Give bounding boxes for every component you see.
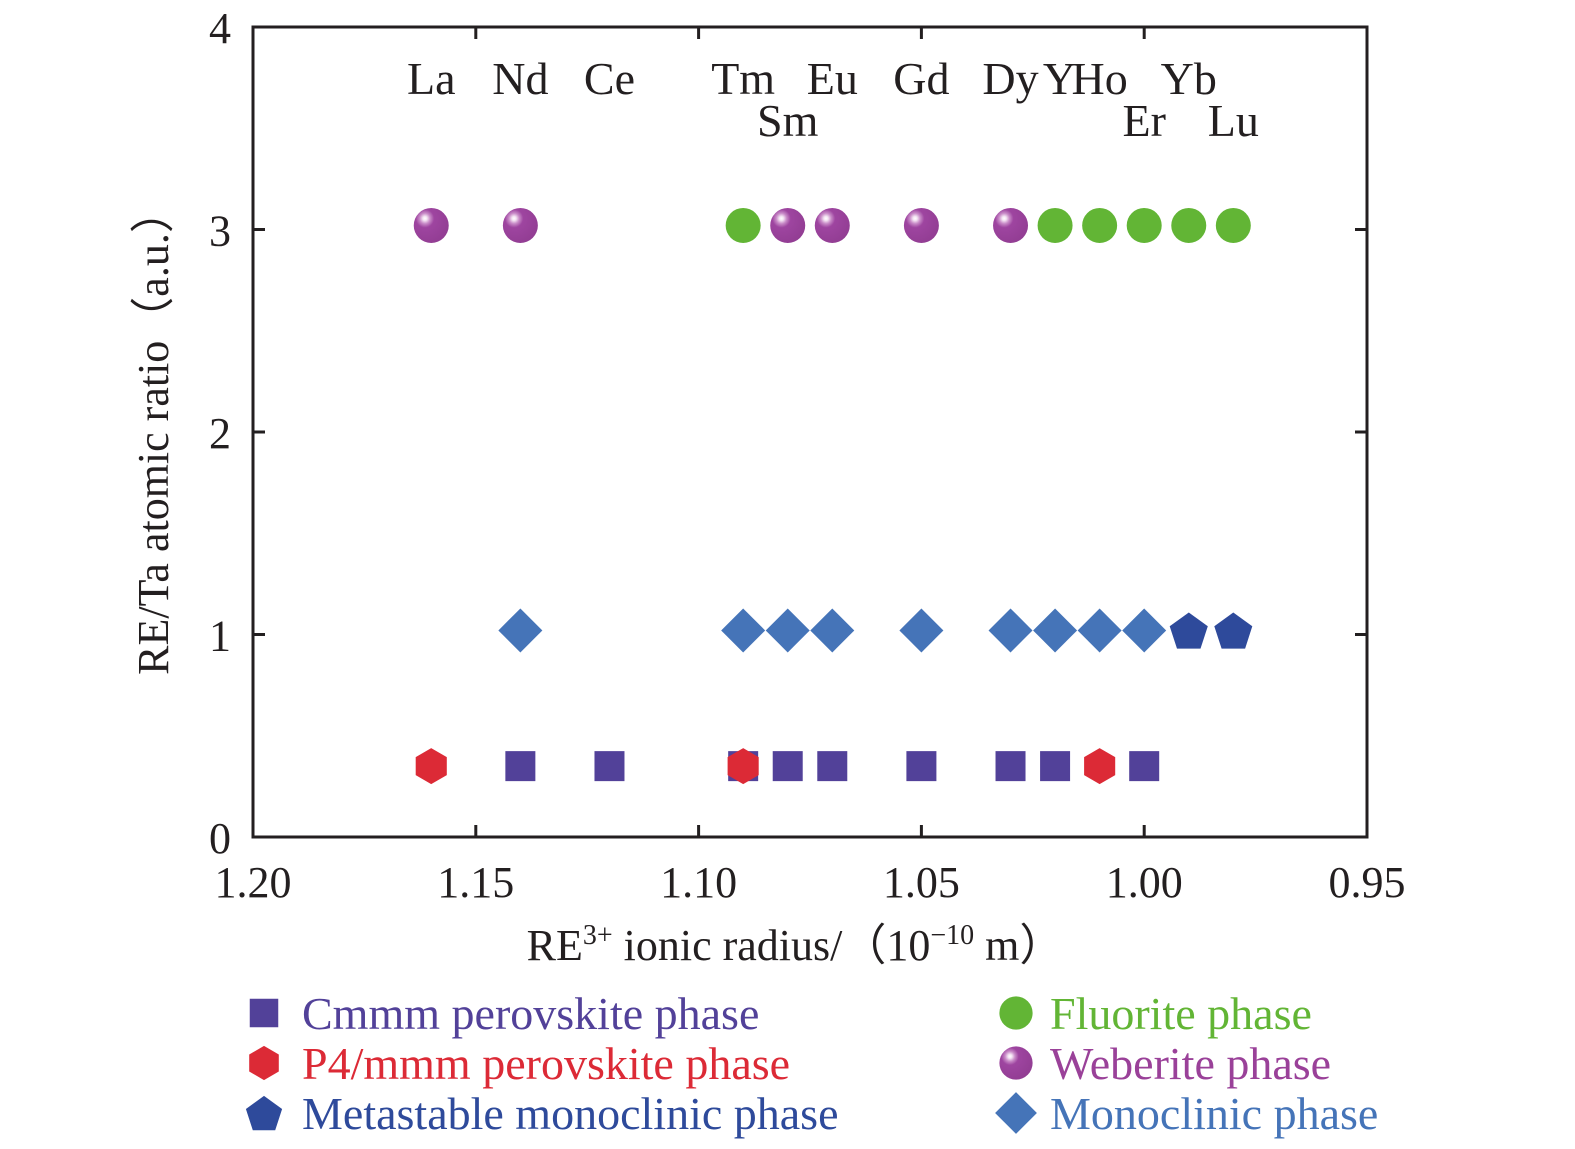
pentagon-marker — [1214, 612, 1253, 649]
hexagon-marker — [727, 748, 759, 785]
x-axis-title-superscript: 3+ — [583, 920, 613, 951]
diamond-marker — [988, 608, 1033, 653]
sphere-marker — [502, 207, 538, 243]
element-label: Eu — [807, 53, 858, 104]
circle-marker — [1037, 207, 1073, 243]
x-axis-title-suffix: m） — [974, 921, 1063, 970]
legend-item: Monoclinic phase — [995, 1088, 1378, 1139]
y-tick-label: 3 — [209, 207, 231, 256]
series-square — [505, 751, 1160, 782]
legend-label: Fluorite phase — [1050, 988, 1312, 1039]
x-axis-title: RE3+ ionic radius/（10−10 m） — [527, 920, 1064, 970]
element-label: Tm — [711, 53, 775, 104]
x-axis-ticks: 1.20 1.15 1.10 1.05 1.00 0.95 — [215, 27, 1406, 907]
legend-item: Weberite phase — [999, 1038, 1331, 1089]
element-label: Er — [1122, 95, 1165, 146]
plot-border — [251, 25, 1369, 839]
diamond-marker — [810, 608, 855, 653]
y-tick-label: 4 — [209, 4, 231, 53]
diamond-marker — [1077, 608, 1122, 653]
legend-label: Weberite phase — [1050, 1038, 1331, 1089]
element-label: Gd — [893, 53, 949, 104]
sphere-marker — [903, 207, 939, 243]
diamond-marker — [721, 608, 766, 653]
y-tick-label: 1 — [209, 612, 231, 661]
x-tick-label: 1.10 — [660, 858, 737, 907]
legend-item: Fluorite phase — [999, 988, 1312, 1039]
diamond-marker — [899, 608, 944, 653]
legend-diamond-icon — [995, 1092, 1037, 1134]
legend-item: P4/mmm perovskite phase — [249, 1038, 790, 1089]
element-label: Nd — [492, 53, 548, 104]
element-label: Yb — [1161, 53, 1217, 104]
square-marker — [995, 751, 1026, 782]
element-label: La — [407, 53, 456, 104]
hexagon-marker — [415, 748, 447, 785]
element-label: Dy — [982, 53, 1038, 104]
x-axis-title-prefix: RE — [527, 921, 583, 970]
square-marker — [505, 751, 536, 782]
legend-label: P4/mmm perovskite phase — [302, 1038, 790, 1089]
x-axis-title-middle: ionic radius/（10 — [613, 921, 931, 970]
diamond-marker — [1033, 608, 1078, 653]
legend-label: Metastable monoclinic phase — [302, 1088, 839, 1139]
diamond-marker — [765, 608, 810, 653]
series-pentagon — [1169, 612, 1253, 649]
y-axis-ticks: 0 1 2 3 4 — [209, 4, 1367, 863]
square-marker — [1129, 751, 1160, 782]
plot-frame — [251, 25, 1369, 839]
legend-hexagon-icon — [249, 1045, 279, 1081]
diamond-marker — [1122, 608, 1167, 653]
series-circle — [725, 207, 1251, 243]
circle-marker — [1215, 207, 1251, 243]
x-tick-label: 1.00 — [1106, 858, 1183, 907]
series-hexagon — [415, 748, 1116, 785]
x-tick-label: 1.20 — [215, 858, 292, 907]
circle-marker — [1126, 207, 1162, 243]
x-tick-label: 0.95 — [1329, 858, 1406, 907]
square-marker — [1040, 751, 1071, 782]
square-marker — [906, 751, 937, 782]
data-markers — [413, 207, 1253, 785]
hexagon-marker — [1084, 748, 1116, 785]
legend-item: Metastable monoclinic phase — [245, 1088, 839, 1139]
legend-label: Cmmm perovskite phase — [302, 988, 759, 1039]
y-axis-title: RE/Ta atomic ratio（a.u.） — [129, 189, 178, 675]
legend-circle-icon — [999, 996, 1033, 1030]
sphere-marker — [814, 207, 850, 243]
sphere-marker — [413, 207, 449, 243]
x-tick-label: 1.15 — [437, 858, 514, 907]
sphere-marker — [993, 207, 1029, 243]
element-label: Lu — [1208, 95, 1259, 146]
legend-item: Cmmm perovskite phase — [249, 988, 759, 1039]
element-label: Ho — [1072, 53, 1128, 104]
square-marker — [772, 751, 803, 782]
square-marker — [594, 751, 625, 782]
sphere-marker — [770, 207, 806, 243]
x-axis-title-exponent: −10 — [930, 920, 974, 951]
x-tick-label: 1.05 — [883, 858, 960, 907]
element-label: Ce — [584, 53, 635, 104]
circle-marker — [1171, 207, 1207, 243]
series-diamond — [498, 608, 1167, 653]
legend-label: Monoclinic phase — [1050, 1088, 1378, 1139]
circle-marker — [1082, 207, 1118, 243]
diamond-marker — [498, 608, 543, 653]
element-label: Sm — [757, 95, 819, 146]
y-tick-label: 2 — [209, 409, 231, 458]
legend-square-icon — [249, 998, 279, 1028]
series-sphere — [413, 207, 1029, 243]
element-label: Y — [1043, 53, 1076, 104]
legend-sphere-icon — [999, 1046, 1033, 1080]
legend-pentagon-icon — [245, 1095, 283, 1131]
square-marker — [817, 751, 848, 782]
y-tick-label: 0 — [209, 814, 231, 863]
pentagon-marker — [1169, 612, 1208, 649]
circle-marker — [725, 207, 761, 243]
